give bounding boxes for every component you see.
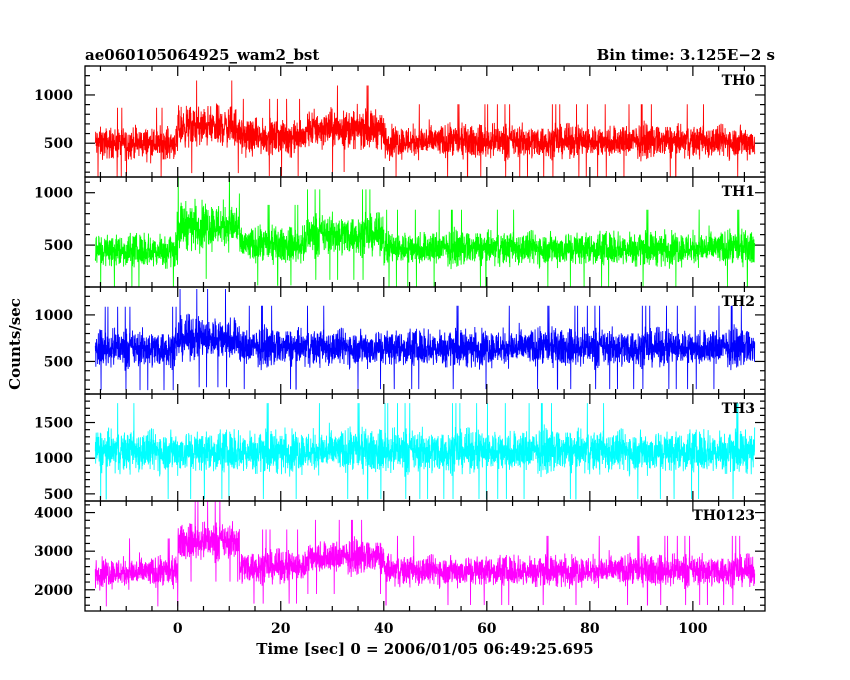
panel-th0123: TH0123 2000 3000 4000: [34, 500, 766, 612]
y-tick-label: 1000: [34, 308, 73, 324]
y-axis-label: Counts/sec: [6, 298, 24, 390]
series-th1: [94, 177, 756, 287]
y-tick-label: 1000: [34, 88, 73, 104]
y-tick-label: 2000: [34, 583, 73, 599]
y-tick-label: 500: [44, 487, 73, 503]
series-th3: [94, 403, 756, 500]
x-tick-label: 60: [477, 621, 497, 637]
panel-th0: TH0 500 1000: [34, 65, 766, 178]
panel-label-th2: TH2: [722, 294, 755, 310]
bin-time-label: Bin time: 3.125E−2 s: [597, 46, 775, 64]
panels-group: TH05001000TH15001000TH25001000TH35001000…: [34, 65, 766, 637]
y-tick-label: 4000: [34, 506, 73, 522]
x-tick-label: 40: [374, 621, 394, 637]
y-tick-label: 500: [44, 354, 73, 370]
panel-label-th0123: TH0123: [692, 508, 755, 524]
y-tick-label: 1000: [34, 186, 73, 202]
figure-title: ae060105064925_wam2_bst: [85, 46, 319, 64]
panel-th3: TH3 500 1000 1500: [34, 393, 766, 503]
x-tick-label: 20: [271, 621, 291, 637]
y-tick-label: 3000: [34, 544, 73, 560]
x-tick-label: 80: [580, 621, 600, 637]
y-tick-label: 500: [44, 238, 73, 254]
x-tick-label: 100: [678, 621, 707, 637]
series-th2: [94, 289, 756, 391]
panel-label-th1: TH1: [722, 184, 755, 200]
panel-frame: [84, 500, 766, 612]
x-axis-label: Time [sec] 0 = 2006/01/05 06:49:25.695: [256, 640, 593, 658]
panel-th2: TH2 500 1000: [34, 286, 766, 395]
y-tick-label: 1500: [34, 416, 73, 432]
panel-label-th3: TH3: [722, 401, 755, 417]
panel-th1: TH1 500 1000: [34, 176, 766, 288]
series-th0: [94, 80, 756, 177]
y-tick-label: 1000: [34, 451, 73, 467]
panel-label-th0: TH0: [722, 73, 756, 89]
x-tick-label: 0: [173, 621, 183, 637]
y-tick-label: 500: [44, 136, 73, 152]
series-th0123: [94, 501, 756, 607]
